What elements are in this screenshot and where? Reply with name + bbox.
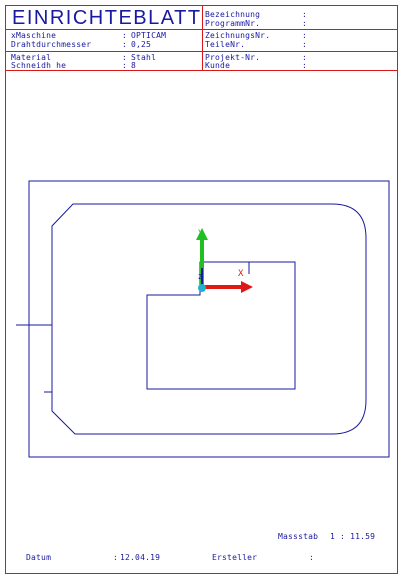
wire-diameter-value: 0,25: [131, 40, 152, 49]
material-value: Stahl: [131, 53, 157, 62]
part-no-sep: :: [302, 40, 308, 49]
designation-sep: :: [302, 10, 308, 19]
scale-label: Massstab: [278, 532, 319, 541]
axis-y-label: Y: [198, 229, 204, 239]
sheet-border: [5, 5, 398, 574]
project-no-label: Projekt-Nr.: [205, 53, 261, 62]
cutting-height-value: 8: [131, 61, 137, 70]
cutting-height-label: Schneidh he: [11, 61, 67, 70]
machine-sep: :: [122, 31, 128, 40]
program-no-sep: :: [302, 19, 308, 28]
drawing-no-sep: :: [302, 31, 308, 40]
material-sep: :: [122, 53, 128, 62]
date-sep: :: [113, 553, 119, 562]
customer-sep: :: [302, 61, 308, 70]
axis-x-arrow: [241, 281, 253, 293]
customer-label: Kunde: [205, 61, 231, 70]
creator-label: Ersteller: [212, 553, 258, 562]
creator-sep: :: [309, 553, 315, 562]
drawing-no-label: ZeichnungsNr.: [205, 31, 271, 40]
scale-value: 1 : 11.59: [330, 532, 376, 541]
date-value: 12.04.19: [120, 553, 161, 562]
blank-outline: [28, 180, 390, 458]
sheet-title: EINRICHTEBLATT: [12, 7, 202, 29]
program-no-label: ProgrammNr.: [205, 19, 261, 28]
header-bottom-rule: [5, 70, 398, 71]
machine-value: OPTICAM: [131, 31, 167, 40]
cutting-height-sep: :: [122, 61, 128, 70]
inner-contour: [146, 261, 296, 390]
wire-diameter-label: Drahtdurchmesser: [11, 40, 92, 49]
outer-contour: [51, 203, 367, 435]
header-column-divider: [202, 5, 203, 71]
date-label: Datum: [26, 553, 52, 562]
axis-z-label: Z: [198, 273, 202, 281]
header-row-divider-1: [5, 29, 398, 30]
part-no-label: TeileNr.: [205, 40, 246, 49]
axis-y-arrow: [196, 228, 208, 240]
designation-label: Bezeichnung: [205, 10, 261, 19]
machine-label: xMaschine: [11, 31, 57, 40]
wire-diameter-sep: :: [122, 40, 128, 49]
material-label: Material: [11, 53, 52, 62]
origin-marker: [198, 284, 206, 292]
header-row-divider-2: [5, 51, 398, 52]
project-no-sep: :: [302, 53, 308, 62]
axis-x-label: X: [238, 269, 244, 279]
